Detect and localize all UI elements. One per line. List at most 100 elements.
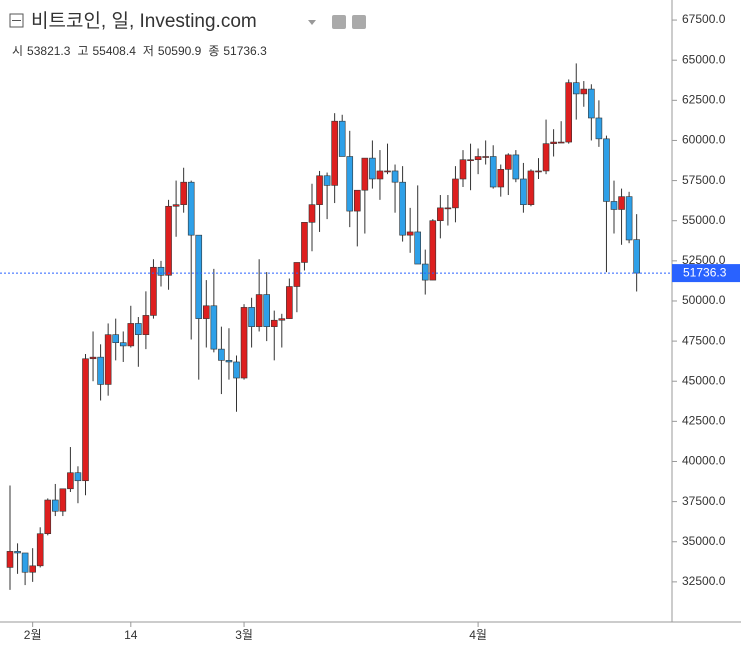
collapse-icon[interactable] xyxy=(9,13,24,28)
candle-body xyxy=(572,82,580,95)
candle-body xyxy=(414,231,422,265)
candle-body xyxy=(452,178,459,209)
candle-body xyxy=(112,334,119,344)
candle-body xyxy=(504,154,512,170)
candle-body xyxy=(353,189,361,212)
candle-body xyxy=(384,170,391,173)
candle-body xyxy=(618,196,625,210)
candle-body xyxy=(497,169,505,188)
y-tick-label: 62500.0 xyxy=(682,92,726,106)
candle-body xyxy=(255,294,263,327)
candle-body xyxy=(263,294,271,327)
ohlc-label: 고 xyxy=(77,44,88,58)
candle-body xyxy=(331,120,338,186)
candle-body xyxy=(119,342,127,347)
candle-body xyxy=(248,307,255,327)
ohlc-label: 종 xyxy=(208,44,219,58)
candle-body xyxy=(225,360,233,363)
candle-body xyxy=(580,88,588,95)
candle-body xyxy=(391,170,399,183)
candle-body xyxy=(429,220,437,281)
candle-body xyxy=(59,488,67,512)
candle-body xyxy=(142,315,150,335)
candle-body xyxy=(187,181,195,236)
candle-body xyxy=(14,551,21,554)
candle-body xyxy=(135,323,142,335)
candle-body xyxy=(535,170,542,173)
ohlc-legend: 시 53821.3 고 55408.4 저 50590.9 종 51736.3 xyxy=(12,44,267,58)
y-tick-label: 65000.0 xyxy=(682,52,726,66)
candle-body xyxy=(489,156,497,188)
candle-body xyxy=(527,170,535,205)
candle-body xyxy=(67,472,74,490)
candle-body xyxy=(474,156,482,161)
candle-body xyxy=(240,307,248,379)
candle-body xyxy=(278,318,286,321)
y-tick-label: 55000.0 xyxy=(682,213,726,227)
candle-body xyxy=(603,138,610,202)
candle-body xyxy=(467,159,474,162)
candle-body xyxy=(557,141,565,144)
candle-body xyxy=(165,205,172,276)
ohlc-label: 시 xyxy=(12,44,23,58)
candle-body xyxy=(21,552,29,573)
candle-body xyxy=(633,239,640,274)
y-tick-label: 40000.0 xyxy=(682,454,726,468)
candle-body xyxy=(444,207,452,210)
candle-body xyxy=(210,305,218,350)
candle-body xyxy=(104,334,112,385)
chart-title: 비트코인, 일, Investing.com xyxy=(31,10,257,32)
candle-body xyxy=(421,263,429,281)
candle-body xyxy=(610,201,618,210)
candle-body xyxy=(308,204,316,223)
candle-body xyxy=(29,565,36,573)
y-tick-label: 67500.0 xyxy=(682,12,726,26)
y-tick-label: 57500.0 xyxy=(682,173,726,187)
ohlc-value: 53821.3 xyxy=(27,44,71,58)
candle-body xyxy=(74,472,82,482)
price-label: 51736.3 xyxy=(683,265,727,279)
candle-body xyxy=(270,319,278,327)
candle-body xyxy=(51,499,59,512)
candle-body xyxy=(97,356,104,385)
candle-body xyxy=(437,207,444,222)
candle-body xyxy=(459,159,467,180)
candle-body xyxy=(286,286,293,319)
candle-body xyxy=(203,305,210,319)
candle-body xyxy=(293,262,301,287)
candle-body xyxy=(588,88,595,119)
settings-icon[interactable] xyxy=(352,15,366,29)
candle-body xyxy=(542,143,550,172)
candle-body xyxy=(195,234,203,319)
candle-body xyxy=(550,141,557,144)
candle-body xyxy=(172,204,180,207)
candle-body xyxy=(399,181,406,236)
y-tick-label: 45000.0 xyxy=(682,373,726,387)
candle-body xyxy=(127,323,135,347)
candle-body xyxy=(44,499,52,535)
dropdown-icon[interactable] xyxy=(308,20,316,25)
y-tick-label: 37500.0 xyxy=(682,494,726,508)
ohlc-value: 51736.3 xyxy=(223,44,267,58)
candle-body xyxy=(82,358,89,482)
candle-body xyxy=(369,157,376,180)
candle-body xyxy=(520,178,527,205)
candle-body xyxy=(482,156,489,158)
candle-body xyxy=(316,175,323,205)
eye-icon[interactable] xyxy=(332,15,346,29)
candle-body xyxy=(346,156,354,212)
candle-body xyxy=(218,348,225,361)
y-tick-label: 52500.0 xyxy=(682,253,726,267)
candle-body xyxy=(338,120,346,157)
candle-body xyxy=(376,170,384,180)
candle-body xyxy=(233,361,240,379)
y-tick-label: 32500.0 xyxy=(682,574,726,588)
y-tick-label: 50000.0 xyxy=(682,293,726,307)
candle-body xyxy=(150,266,157,316)
candle-body xyxy=(323,175,331,186)
x-tick-label: 3월 xyxy=(235,628,253,642)
y-tick-label: 35000.0 xyxy=(682,534,726,548)
candle-body xyxy=(595,117,603,140)
